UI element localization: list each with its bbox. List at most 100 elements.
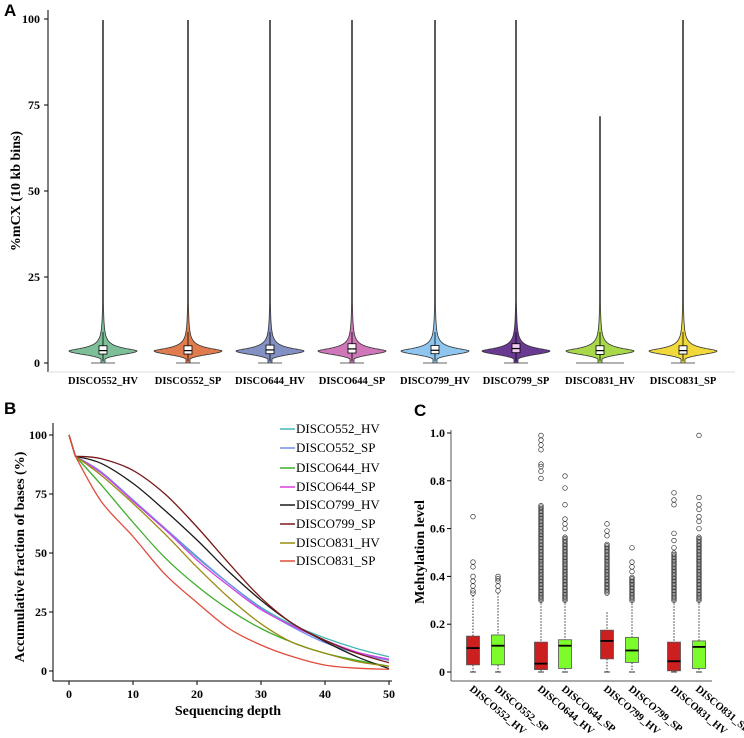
outlier-point — [671, 490, 677, 496]
outlier-point — [696, 506, 702, 513]
box-DISCO552_HV — [466, 635, 480, 666]
violin-box — [183, 345, 193, 355]
x-tick-label: 10 — [127, 687, 139, 701]
outlier-point — [696, 514, 702, 520]
panel-label-b: B — [4, 399, 16, 418]
x-tick-label: 50 — [383, 687, 395, 701]
outlier-point — [629, 568, 635, 575]
outlier-point — [629, 576, 635, 582]
outlier-point — [696, 502, 702, 508]
outlier-point — [538, 463, 544, 470]
outlier-point — [538, 447, 544, 453]
outlier-point — [629, 559, 635, 565]
outlier-point — [671, 537, 677, 544]
outlier-point — [495, 588, 501, 594]
y-tick-label: 0 — [439, 665, 445, 679]
outlier-point — [470, 578, 476, 584]
y-tick-label: 0.2 — [430, 617, 445, 631]
y-axis-label: Mehtylation level — [413, 500, 428, 604]
box-DISCO799_HV — [600, 629, 614, 660]
legend-label: DISCO644_SP — [296, 479, 375, 494]
outlier-point — [470, 514, 476, 520]
outlier-point — [696, 494, 702, 501]
outlier-point — [538, 504, 544, 510]
outlier-point — [696, 518, 702, 525]
violin-DISCO831_HV — [565, 116, 635, 364]
outlier-point — [629, 545, 635, 551]
outlier-point — [562, 537, 568, 543]
legend-label: DISCO799_SP — [296, 516, 375, 531]
y-tick-label: 1.0 — [430, 426, 445, 440]
violin-DISCO799_SP — [481, 20, 551, 364]
x-tick-label: 30 — [255, 687, 267, 701]
outlier-point — [696, 525, 702, 532]
x-category-label: DISCO644_HV — [235, 376, 305, 387]
panel-a-violin-chart: 0 25 50 75 100 %mCX (10 kb bins) DISCO552_HV DI… — [9, 10, 735, 387]
box-DISCO831_SP — [692, 640, 706, 669]
outlier-point — [604, 528, 610, 534]
y-tick-label: 50 — [28, 184, 40, 198]
y-tick-label: 0 — [34, 356, 40, 370]
x-category-label: DISCO552_HV — [68, 376, 138, 387]
outlier-point — [470, 559, 476, 565]
y-tick-label: 50 — [35, 546, 47, 560]
outlier-point — [671, 550, 677, 556]
violin-DISCO799_HV — [400, 20, 470, 364]
line-series-DISCO799_SP — [68, 434, 390, 664]
outlier-point — [604, 521, 610, 527]
outlier-point — [470, 583, 476, 589]
y-tick-label: 75 — [28, 98, 40, 112]
legend-label: DISCO552_SP — [296, 440, 375, 455]
line-series-DISCO799_HV — [68, 434, 390, 670]
violin-box — [98, 345, 108, 355]
outlier-point — [696, 535, 702, 542]
outlier-point — [671, 497, 677, 503]
outlier-point — [495, 583, 501, 589]
outlier-point — [470, 564, 476, 570]
outlier-point — [538, 503, 544, 509]
outlier-point — [538, 437, 544, 443]
outlier-point — [671, 545, 677, 551]
outlier-point — [538, 505, 544, 512]
outlier-point — [696, 534, 702, 540]
y-tick-label: 0.4 — [430, 569, 445, 583]
legend-label: DISCO831_SP — [296, 553, 375, 568]
outlier-point — [671, 553, 677, 559]
outlier-point — [538, 442, 544, 448]
line-series-DISCO831_HV — [68, 434, 390, 667]
outlier-point — [470, 573, 476, 580]
y-tick-label: 100 — [29, 428, 47, 442]
x-axis-label: Sequencing depth — [175, 704, 281, 719]
y-tick-label: 0.6 — [430, 522, 445, 536]
violin-DISCO644_SP — [317, 20, 387, 364]
legend-label: DISCO644_HV — [296, 460, 380, 475]
outlier-point — [562, 502, 568, 508]
x-category-label: DISCO644_SP — [319, 376, 386, 387]
outlier-point — [562, 521, 568, 527]
x-category-label: DISCO831_HV — [565, 376, 635, 387]
outlier-point — [495, 573, 501, 580]
line-series-DISCO831_SP — [68, 434, 390, 670]
legend-label: DISCO799_HV — [296, 497, 380, 512]
violin-DISCO644_HV — [235, 20, 305, 364]
y-tick-label: 75 — [35, 487, 47, 501]
legend-label: DISCO552_HV — [296, 421, 380, 436]
y-axis-label: %mCX (10 kb bins) — [9, 131, 24, 252]
outlier-point — [604, 544, 610, 550]
outlier-point — [604, 543, 610, 549]
panel-b-line-chart: 0 25 50 75 100 0 10 20 30 40 50 Sequencing depth Acc… — [13, 421, 395, 719]
outlier-point — [696, 432, 702, 439]
violin-DISCO552_HV — [68, 20, 138, 364]
violin-box — [430, 345, 440, 355]
outlier-point — [562, 535, 568, 542]
outlier-point — [562, 485, 568, 491]
box-DISCO644_HV — [534, 641, 548, 671]
y-axis-label: Accumulative fraction of bases (%) — [13, 451, 28, 662]
panel-label-c: C — [414, 401, 426, 420]
x-tick-label: 20 — [191, 687, 203, 701]
outlier-point — [604, 541, 610, 548]
x-tick-label: 0 — [66, 687, 72, 701]
legend-label: DISCO831_HV — [296, 535, 380, 550]
violin-box — [678, 345, 688, 355]
